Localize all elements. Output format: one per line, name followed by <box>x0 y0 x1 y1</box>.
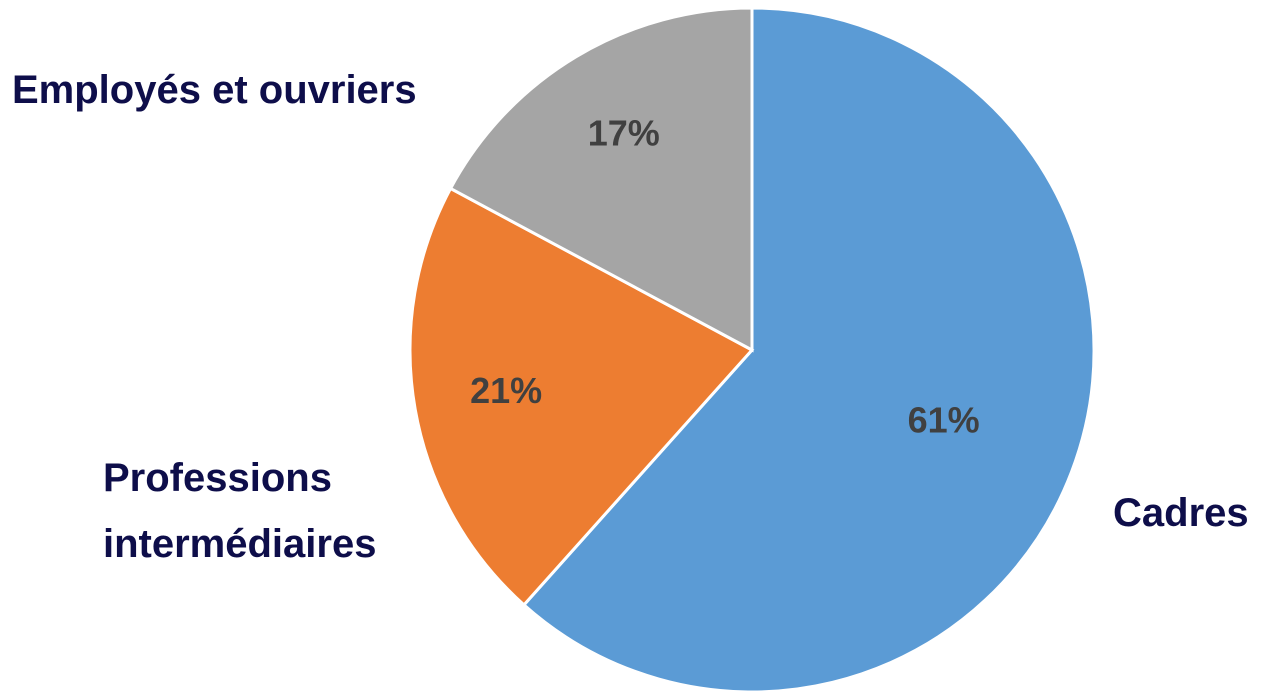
pie-slice <box>448 6 754 353</box>
value-label: 61% <box>908 400 980 441</box>
pie-slice <box>408 186 755 607</box>
category-label: Professions intermédiaires <box>103 456 377 566</box>
value-label: 17% <box>588 112 660 153</box>
category-label: Employés et ouvriers <box>12 68 417 112</box>
value-label: 21% <box>470 370 542 411</box>
pie-slice <box>521 6 1096 694</box>
category-label: Cadres <box>1113 491 1249 535</box>
